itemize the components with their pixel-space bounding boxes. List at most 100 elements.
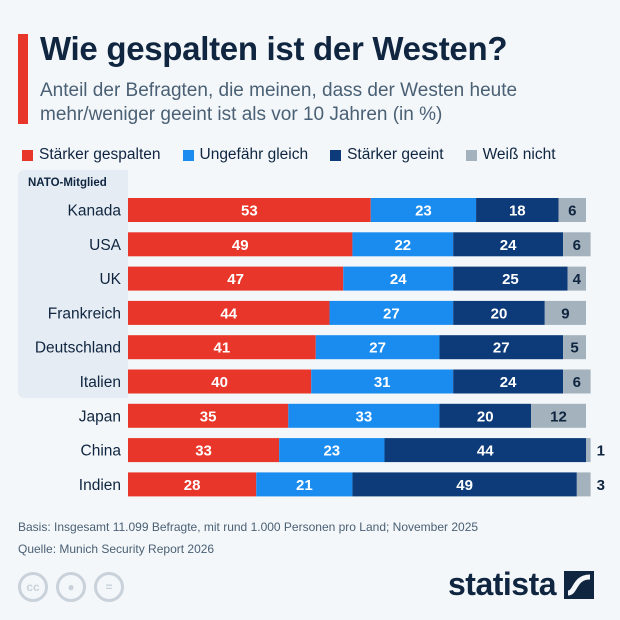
bar-segment — [370, 198, 477, 222]
legend-label: Stärker gespalten — [39, 146, 161, 163]
data-label: 9 — [561, 305, 569, 322]
by-icon[interactable]: ● — [56, 572, 86, 602]
legend-label: Weiß nicht — [482, 146, 556, 163]
brand-name: statista — [448, 566, 557, 602]
data-label: 18 — [509, 203, 526, 220]
data-label: 24 — [500, 237, 517, 254]
chart-subtitle: Anteil der Befragten, die meinen, dass d… — [40, 80, 518, 125]
data-label: 35 — [200, 408, 217, 425]
legend: Stärker gespalten Ungefähr gleich Stärker … — [22, 146, 556, 164]
data-label: 44 — [477, 443, 494, 460]
bar-segment — [476, 198, 559, 222]
legend-label: Ungefähr gleich — [199, 146, 309, 163]
bar-segment — [128, 335, 316, 360]
data-label: 12 — [550, 408, 567, 425]
bar-segment — [256, 472, 353, 497]
legend-item: Ungefähr gleich — [182, 146, 309, 164]
data-label: 47 — [227, 271, 244, 288]
data-label: 20 — [491, 305, 508, 322]
category-label: USA — [89, 237, 122, 254]
bar-segment — [288, 403, 440, 428]
data-label: 20 — [477, 408, 494, 425]
footer: Basis: Insgesamt 11.099 Befragte, mit ru… — [18, 516, 478, 560]
category-label: Japan — [79, 408, 121, 425]
bar-segment — [576, 472, 591, 497]
bar-segment — [384, 438, 586, 463]
nato-group-label: NATO-Mitglied — [28, 177, 107, 189]
data-label: 22 — [394, 237, 411, 254]
bar-segment — [531, 403, 586, 428]
bar-segment — [439, 335, 564, 360]
data-label: 33 — [356, 408, 373, 425]
title-accent-bar — [18, 34, 28, 124]
data-label: 49 — [232, 237, 249, 254]
bar-segment — [128, 403, 289, 428]
bar-segment — [329, 300, 454, 325]
bar-segment — [453, 232, 564, 257]
bar-segment — [563, 335, 586, 360]
data-label: 41 — [214, 340, 231, 357]
bar-segment — [279, 438, 385, 463]
data-label: 25 — [502, 271, 519, 288]
data-label: 3 — [597, 477, 605, 494]
data-label: 4 — [573, 271, 582, 288]
data-label: 24 — [500, 374, 517, 391]
bar-segment — [453, 266, 568, 291]
bar-segment — [128, 369, 312, 394]
bar-segment — [586, 438, 591, 463]
statista-logo-icon — [564, 570, 595, 599]
data-label: 5 — [570, 340, 578, 357]
bar-segment — [563, 232, 591, 257]
bar-segment — [315, 335, 440, 360]
category-label: Kanada — [68, 203, 122, 220]
bar-segment — [128, 232, 353, 257]
legend-swatch — [22, 149, 33, 161]
bar-segment — [352, 232, 454, 257]
legend-swatch — [182, 149, 194, 161]
bar-segment — [128, 300, 330, 325]
data-label: 27 — [383, 305, 400, 322]
data-label: 53 — [241, 203, 258, 220]
data-label: 40 — [211, 374, 228, 391]
data-label: 23 — [415, 203, 432, 220]
data-label: 6 — [573, 237, 581, 254]
data-label: 27 — [369, 340, 386, 357]
bar-segment — [128, 472, 257, 497]
data-label: 6 — [568, 203, 576, 220]
category-label: Italien — [80, 374, 121, 391]
bar-segment — [439, 403, 532, 428]
bar-segment — [128, 266, 344, 291]
bar-segment — [311, 369, 454, 394]
data-label: 24 — [390, 271, 407, 288]
source-note: Quelle: Munich Security Report 2026 — [18, 542, 215, 556]
bar-segment — [128, 438, 280, 463]
bar-segment — [558, 198, 586, 222]
data-label: 28 — [184, 477, 201, 494]
category-label: UK — [99, 271, 121, 288]
bar-segment — [563, 369, 591, 394]
bar-segment — [544, 300, 586, 325]
bar-segment — [453, 369, 564, 394]
category-label: China — [81, 443, 122, 460]
legend-item: Weiß nicht — [465, 146, 556, 164]
nato-group-panel — [18, 170, 128, 398]
legend-item: Stärker gespalten — [22, 146, 161, 164]
license-icons: cc ● = — [18, 572, 124, 602]
bar-segment — [343, 266, 454, 291]
category-label: Deutschland — [35, 340, 121, 357]
data-label: 44 — [220, 305, 237, 322]
data-label: 23 — [323, 443, 340, 460]
data-label: 1 — [597, 443, 605, 460]
statista-logo[interactable]: statista — [448, 566, 595, 603]
nd-icon[interactable]: = — [94, 572, 124, 602]
bar-segment — [128, 198, 371, 222]
data-label: 49 — [456, 477, 473, 494]
category-label: Frankreich — [48, 305, 121, 322]
legend-swatch — [330, 149, 342, 161]
data-label: 31 — [374, 374, 391, 391]
data-label: 21 — [296, 477, 313, 494]
cc-icon[interactable]: cc — [18, 572, 48, 602]
bar-segment — [567, 266, 586, 291]
legend-item: Stärker geeint — [330, 146, 444, 164]
data-label: 27 — [493, 340, 510, 357]
